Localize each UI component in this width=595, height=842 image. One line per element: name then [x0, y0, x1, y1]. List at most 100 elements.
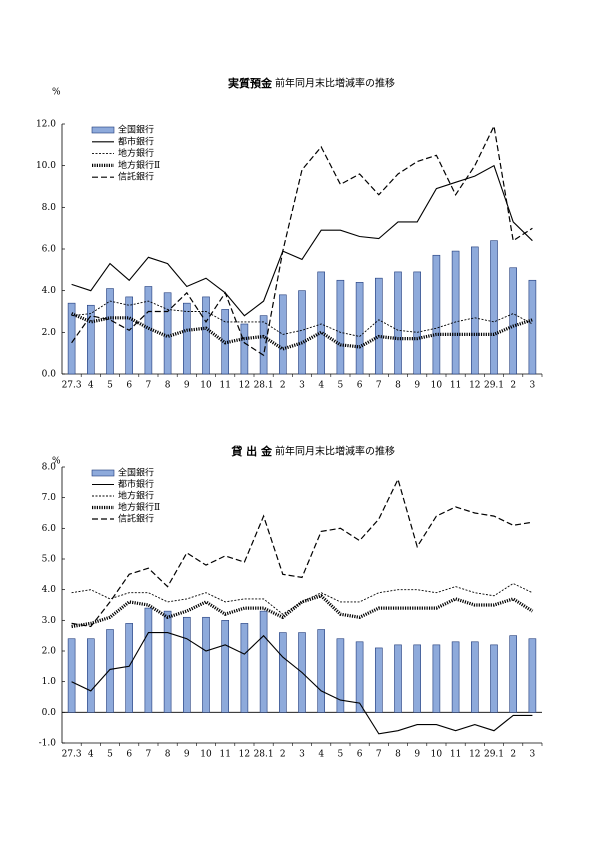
y-tick-label: 12.0	[36, 120, 56, 130]
bar	[394, 644, 402, 713]
x-tick-label: 12	[469, 750, 480, 760]
x-tick-label: 8	[395, 750, 401, 760]
x-tick-label: 28.1	[254, 381, 274, 391]
x-tick-label: 2	[280, 381, 286, 391]
x-tick-label: 7	[146, 381, 152, 391]
y-unit: %	[52, 457, 61, 467]
y-tick-label: -1.0	[39, 739, 57, 749]
x-tick-label: 4	[318, 381, 324, 391]
chart-subtitle: 前年同月末比増減率の推移	[275, 445, 395, 458]
x-tick-label: 2	[280, 750, 286, 760]
y-tick-label: 2.0	[42, 328, 57, 338]
bar	[470, 641, 479, 713]
bar	[490, 644, 498, 713]
x-tick-label: 10	[431, 381, 443, 391]
bar	[144, 607, 153, 713]
bar	[125, 296, 133, 375]
bar	[317, 629, 326, 713]
bar	[394, 271, 402, 375]
bar	[374, 647, 383, 713]
bar	[528, 279, 537, 375]
line-series	[70, 312, 533, 351]
legend-swatch	[91, 469, 115, 477]
line-series	[71, 593, 534, 629]
legend-swatch	[91, 126, 115, 134]
line-series	[71, 632, 533, 735]
x-tick-label: 11	[219, 381, 230, 391]
x-tick-label: 9	[184, 381, 190, 391]
bar	[259, 315, 268, 375]
x-tick-label: 29.1	[484, 381, 504, 391]
bar	[240, 623, 249, 713]
y-tick-label: 0.0	[42, 708, 57, 718]
y-tick-label: 10.0	[36, 161, 56, 171]
y-tick-label: 6.0	[42, 245, 57, 255]
y-tick-label: 8.0	[42, 463, 57, 473]
x-tick-label: 5	[338, 750, 344, 760]
x-tick-label: 2	[510, 381, 516, 391]
bar	[87, 304, 95, 375]
bar	[278, 632, 287, 713]
x-tick-label: 5	[338, 381, 344, 391]
bar	[374, 277, 383, 375]
bar	[163, 292, 172, 375]
legend-label: 地方銀行	[118, 147, 154, 159]
bar	[125, 623, 133, 713]
x-tick-label: 27.3	[62, 381, 82, 391]
y-tick-label: 7.0	[42, 493, 57, 503]
bar	[528, 638, 537, 713]
bar	[470, 246, 479, 375]
bar	[490, 240, 498, 375]
x-tick-label: 11	[450, 750, 461, 760]
bar	[202, 296, 210, 375]
x-tick-label: 10	[200, 750, 212, 760]
bar	[413, 271, 422, 375]
x-tick-label: 27.3	[62, 750, 82, 760]
x-tick-label: 12	[469, 381, 480, 391]
legend-label: 信託銀行	[118, 513, 154, 525]
x-tick-label: 9	[414, 750, 420, 760]
x-tick-label: 6	[126, 750, 132, 760]
x-tick-label: 11	[219, 750, 230, 760]
x-tick-label: 7	[376, 381, 382, 391]
x-tick-label: 8	[165, 381, 171, 391]
y-tick-label: 4.0	[42, 585, 57, 595]
x-tick-label: 4	[88, 750, 94, 760]
bar	[106, 288, 114, 375]
x-tick-label: 7	[146, 750, 152, 760]
bar	[298, 290, 306, 375]
bar	[432, 644, 441, 713]
x-tick-label: 29.1	[484, 750, 504, 760]
x-tick-label: 2	[510, 750, 516, 760]
bar	[259, 610, 268, 713]
x-tick-label: 9	[414, 381, 420, 391]
bar	[183, 616, 191, 713]
line-series	[71, 124, 533, 357]
x-tick-label: 9	[184, 750, 190, 760]
x-tick-label: 4	[88, 381, 94, 391]
bar	[451, 250, 460, 375]
y-tick-label: 0.0	[42, 370, 57, 380]
x-tick-label: 5	[107, 381, 113, 391]
y-tick-label: 3.0	[42, 616, 57, 626]
x-tick-label: 7	[376, 750, 382, 760]
bar	[87, 638, 95, 713]
x-tick-label: 3	[530, 381, 536, 391]
legend-label: 地方銀行Ⅱ	[118, 501, 160, 513]
x-tick-label: 10	[431, 750, 443, 760]
x-tick-label: 28.1	[254, 750, 274, 760]
x-tick-label: 10	[200, 381, 212, 391]
y-tick-label: 5.0	[42, 555, 57, 565]
bar	[509, 635, 518, 713]
y-unit: %	[52, 88, 61, 98]
bar	[355, 641, 364, 713]
x-tick-label: 6	[357, 750, 363, 760]
bar	[240, 323, 249, 375]
bar	[221, 620, 229, 713]
x-tick-label: 3	[530, 750, 536, 760]
x-tick-label: 3	[299, 381, 305, 391]
y-tick-label: 1.0	[42, 677, 57, 687]
bar	[144, 286, 153, 375]
bar	[163, 610, 172, 713]
x-tick-label: 12	[239, 750, 250, 760]
